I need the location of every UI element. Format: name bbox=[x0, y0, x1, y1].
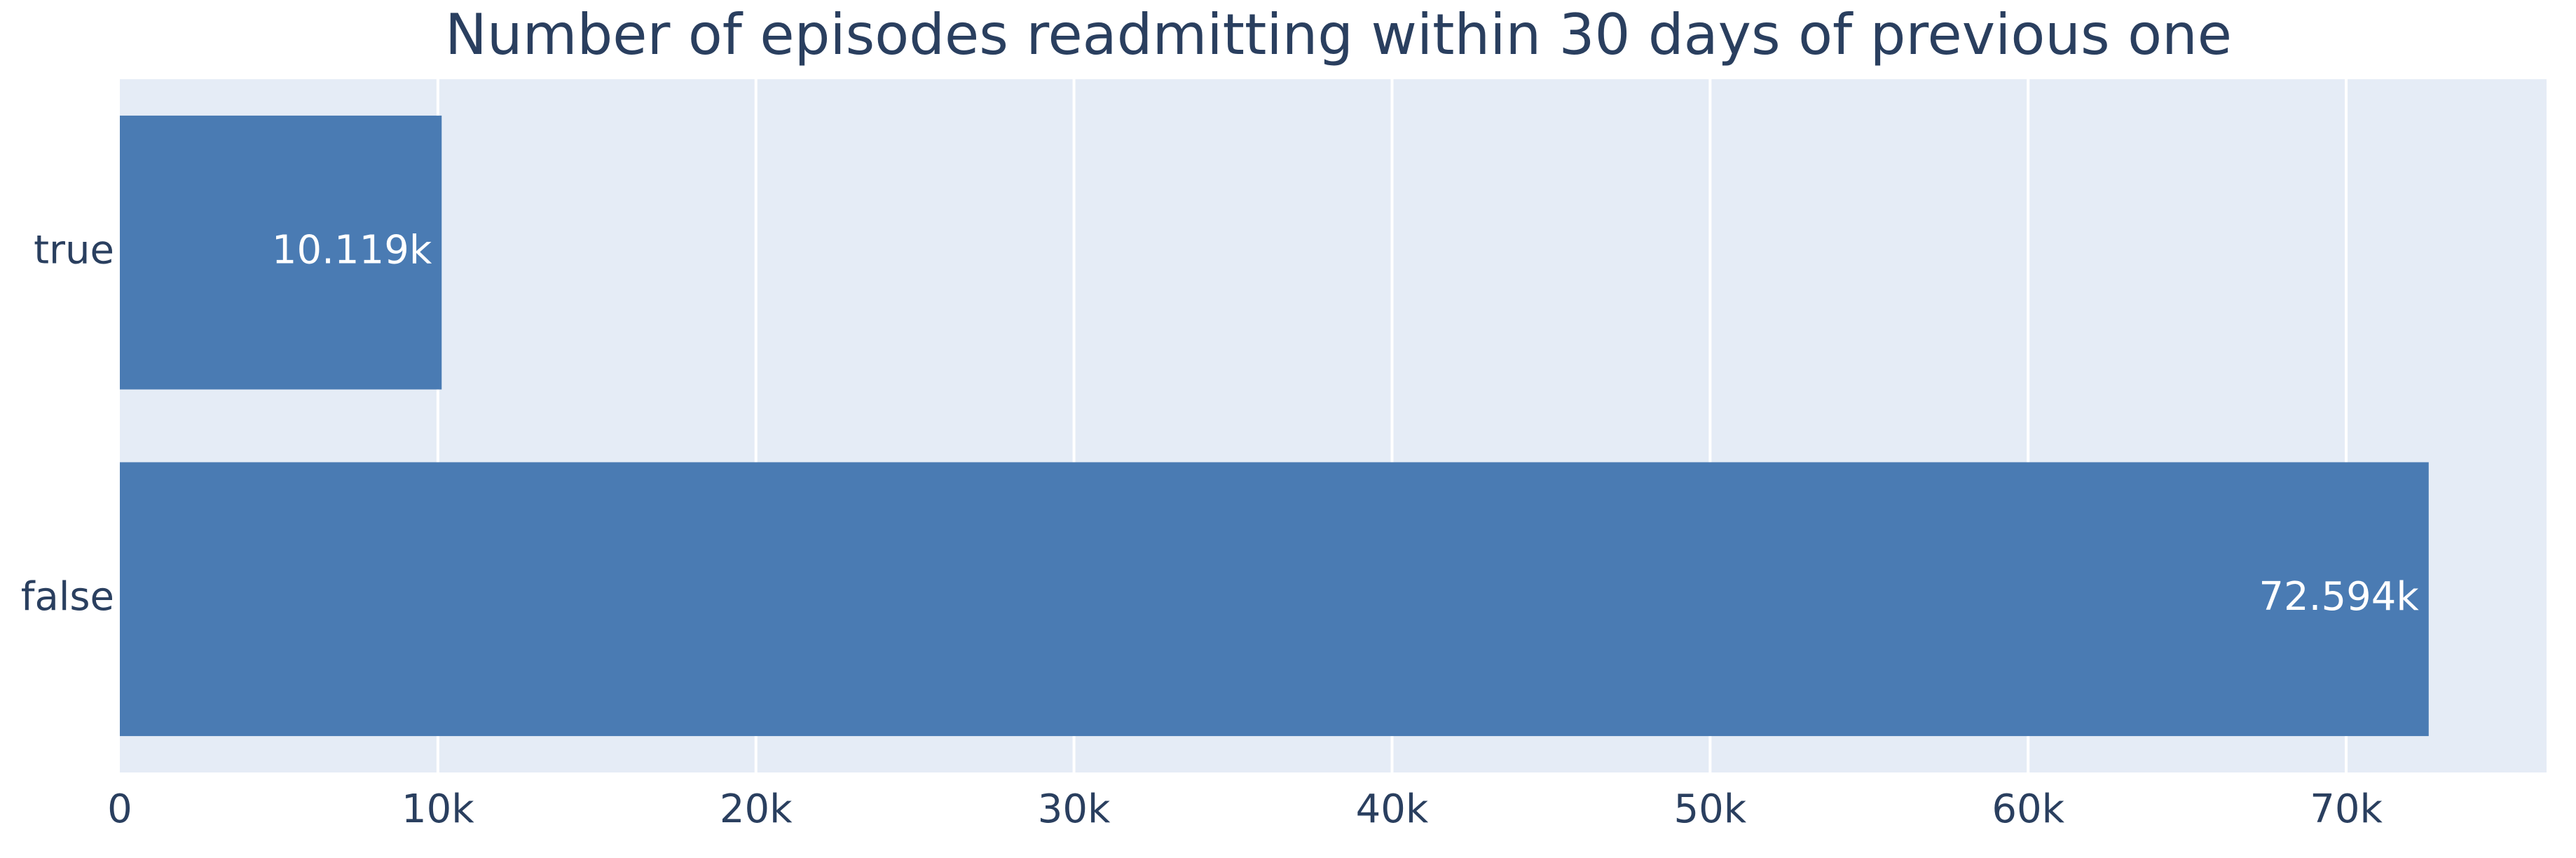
x-tick-label: 60k bbox=[1992, 786, 2064, 832]
x-tick-label: 10k bbox=[402, 786, 474, 832]
x-tick-label: 40k bbox=[1356, 786, 1429, 832]
x-tick-label: 70k bbox=[2310, 786, 2383, 832]
x-tick-label: 30k bbox=[1038, 786, 1111, 832]
chart-title: Number of episodes readmitting within 30… bbox=[445, 2, 2232, 67]
y-tick-label: false bbox=[21, 574, 114, 620]
value-label: 72.594k bbox=[2259, 574, 2419, 620]
x-tick-label: 50k bbox=[1673, 786, 1746, 832]
x-tick-label: 20k bbox=[720, 786, 793, 832]
value-label: 10.119k bbox=[272, 227, 432, 273]
bar bbox=[120, 462, 2429, 737]
x-tick-label: 0 bbox=[107, 786, 132, 832]
y-tick-label: true bbox=[34, 227, 114, 273]
bar bbox=[120, 115, 442, 390]
